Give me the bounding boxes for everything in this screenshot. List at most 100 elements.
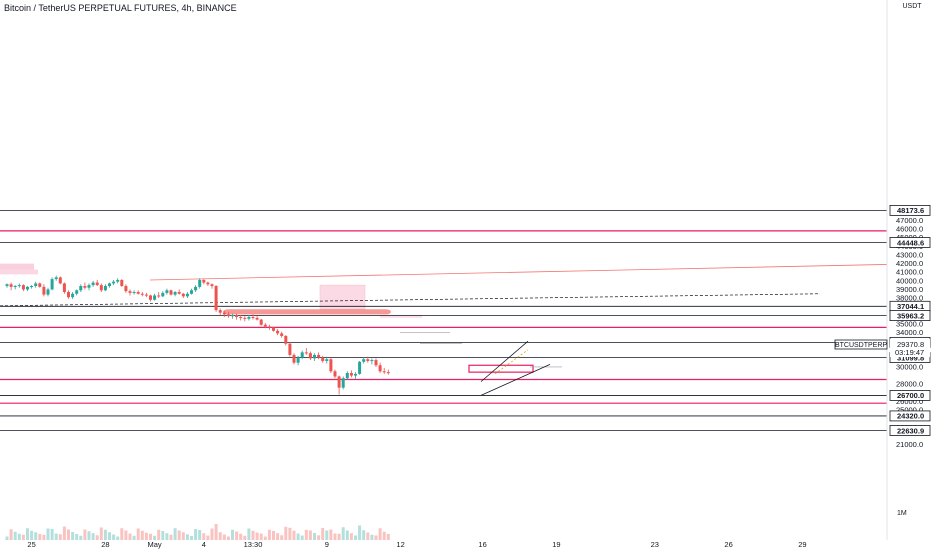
volume-bar: [190, 536, 193, 540]
level-label: 44448.6: [897, 238, 924, 247]
time-tick-label: 25: [27, 540, 35, 549]
volume-bar: [112, 534, 116, 540]
candle-body: [288, 343, 292, 355]
volume-bar: [358, 525, 362, 540]
level-label-box: [889, 425, 931, 436]
volume-bar: [95, 535, 99, 540]
candle-body: [231, 315, 234, 317]
price-tick-label: 35000.0: [896, 319, 923, 328]
volume-bar: [144, 532, 148, 540]
candle-body: [362, 359, 366, 362]
candle-body: [169, 290, 173, 295]
price-tick-label: 38000.0: [896, 294, 923, 303]
volume-bar: [280, 535, 284, 540]
candle-body: [214, 285, 218, 311]
volume-bar: [267, 529, 271, 540]
volume-bar: [378, 528, 382, 540]
currency-label: USDT: [902, 3, 922, 10]
volume-bar: [58, 534, 62, 540]
zone-rect: [380, 314, 422, 318]
volume-bar: [382, 531, 386, 540]
volume-bar: [231, 529, 234, 540]
candle-body: [337, 376, 341, 388]
candle-body: [132, 292, 136, 294]
candle-body: [108, 283, 111, 286]
bar-countdown: 03:19:47: [895, 348, 924, 357]
candle-body: [149, 295, 152, 300]
volume-bar: [374, 535, 378, 540]
volume-bar: [185, 534, 189, 540]
candle-body: [173, 292, 177, 295]
candle-body: [345, 373, 349, 379]
level-label: 24320.0: [897, 412, 924, 421]
candle-body: [95, 282, 99, 286]
candle-body: [284, 335, 288, 344]
volume-bar: [325, 530, 329, 540]
candle-body: [38, 283, 42, 287]
volume-bar: [263, 536, 267, 540]
time-tick-label: 4: [202, 540, 206, 549]
time-tick-label: 16: [478, 540, 486, 549]
volume-bar: [173, 528, 177, 540]
candle-body: [128, 291, 132, 293]
volume-bar: [153, 535, 157, 540]
candle-body: [296, 357, 300, 363]
candle-body: [161, 292, 165, 297]
volume-bar: [42, 534, 46, 540]
volume-bar: [165, 533, 169, 540]
time-axis-background: [0, 540, 932, 550]
volume-bar: [284, 526, 288, 540]
level-label-box: [889, 310, 931, 322]
time-axis[interactable]: 25 28 May 4 13:30 9 12 16 19 23 26 29: [27, 540, 806, 549]
candle-body: [165, 290, 169, 293]
level-label-box: [889, 237, 931, 248]
volume-bar: [181, 532, 185, 540]
resistance-trendline: [149, 264, 888, 281]
volume-bar: [177, 530, 181, 540]
volume-bar: [87, 531, 91, 540]
candle-body: [58, 277, 62, 284]
candle-body: [292, 354, 296, 363]
volume-bar: [62, 526, 66, 540]
price-tick-label: 25000.0: [896, 406, 923, 415]
candle-body: [17, 285, 21, 287]
volume-bar: [276, 533, 280, 540]
candle-body: [79, 285, 83, 291]
candle-body: [222, 312, 226, 315]
candle-body: [239, 317, 243, 319]
volume-bar: [108, 532, 111, 540]
price-tick-label: 21000.0: [896, 440, 923, 449]
candle-body: [91, 282, 95, 286]
volume-bar: [124, 530, 128, 540]
candle-body: [300, 352, 304, 358]
candle-body: [5, 284, 9, 286]
volume-bar: [169, 534, 173, 540]
volume-bar: [202, 533, 206, 540]
volume-bar: [308, 530, 312, 540]
volume-bar: [132, 535, 136, 540]
candle-body: [329, 359, 333, 372]
volume-bar: [349, 533, 353, 540]
price-tag-box: [890, 339, 930, 357]
volume-bar: [50, 529, 54, 540]
level-label: 22630.9: [897, 426, 924, 435]
volume-bar: [354, 535, 357, 540]
candle-body: [136, 292, 140, 294]
chart-title-text: Bitcoin / TetherUS PERPETUAL FUTURES, 4h…: [4, 3, 237, 13]
candle-body: [325, 359, 329, 361]
candle-body: [153, 295, 157, 300]
candle-body: [62, 283, 66, 293]
current-price: 29370.8: [897, 340, 924, 349]
volume-bar: [99, 527, 103, 540]
candle-body: [206, 282, 210, 285]
volume-bar: [120, 528, 124, 540]
candle-body: [157, 295, 161, 297]
candle-body: [75, 290, 79, 294]
volume-bar: [239, 533, 243, 540]
horizontal-levels: [0, 210, 887, 431]
volume-bar: [222, 534, 226, 540]
level-label: 37044.1: [897, 302, 924, 311]
candle-body: [46, 289, 50, 295]
volume-bar: [366, 532, 370, 540]
